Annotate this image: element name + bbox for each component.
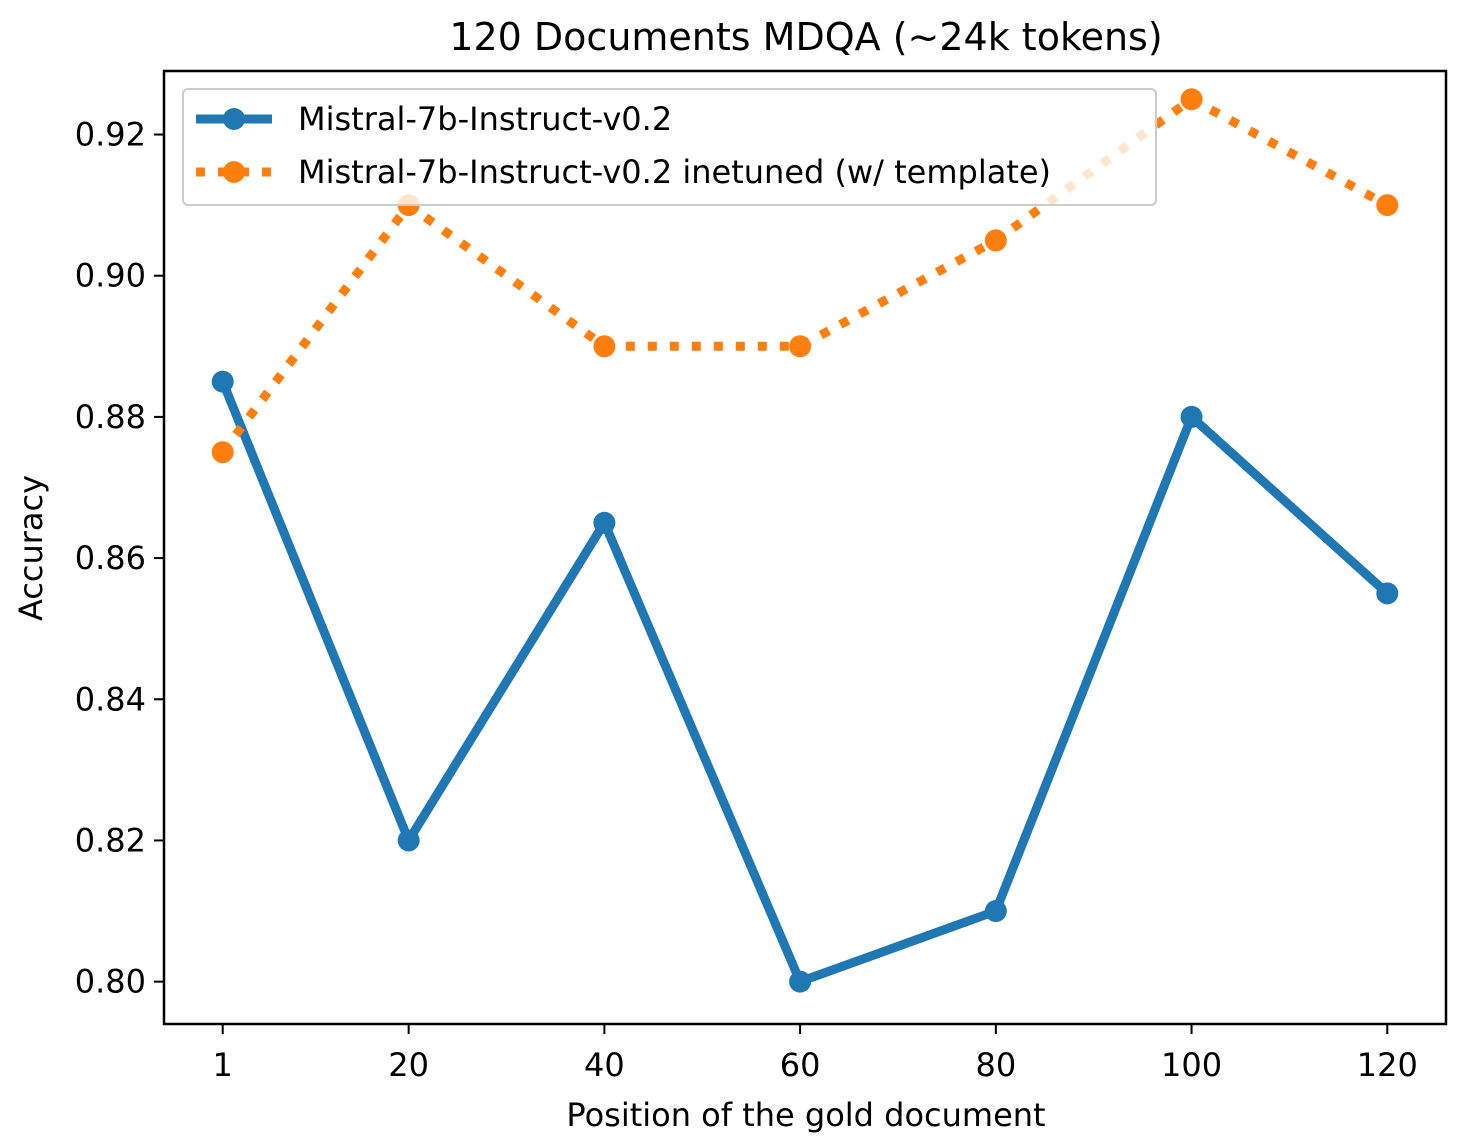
series-line-0 [218, 377, 1392, 987]
y-tick-label: 0.90 [75, 257, 146, 295]
y-tick-label: 0.86 [75, 539, 146, 577]
x-tick-label: 1 [213, 1046, 233, 1084]
series-0-point [1180, 405, 1203, 428]
y-tick-label: 0.88 [75, 398, 146, 436]
y-tick-label: 0.80 [75, 963, 146, 1001]
legend-label-1: Mistral-7b-Instruct-v0.2 inetuned (w/ te… [298, 153, 1051, 191]
legend-entry-1: Mistral-7b-Instruct-v0.2 inetuned (w/ te… [196, 153, 1051, 191]
series-0-point [593, 511, 616, 534]
x-tick-label: 100 [1161, 1046, 1222, 1084]
plot-lines [218, 94, 1392, 987]
series-0-point [984, 900, 1007, 923]
legend-marker-0 [223, 108, 245, 130]
plot-frame [162, 69, 1448, 1026]
legend-label-0: Mistral-7b-Instruct-v0.2 [298, 100, 672, 138]
x-tick-label: 120 [1357, 1046, 1418, 1084]
y-tick-label: 0.92 [75, 116, 146, 154]
x-axis-title: Position of the gold document [566, 1096, 1045, 1134]
legend-box [182, 88, 1157, 206]
series-1-point [593, 335, 616, 358]
x-tick-label: 60 [780, 1046, 821, 1084]
legend: Mistral-7b-Instruct-v0.2 Mistral-7b-Inst… [182, 88, 1157, 206]
x-tick-label: 80 [975, 1046, 1016, 1084]
y-tick-label: 0.82 [75, 821, 146, 859]
x-tick-label: 20 [388, 1046, 429, 1084]
x-axis: 1 20 40 60 80 100 120 [213, 1024, 1418, 1084]
series-1-point [984, 229, 1007, 252]
chart-title: 120 Documents MDQA (~24k tokens) [449, 15, 1162, 59]
series-1-point [211, 441, 234, 464]
legend-entry-0: Mistral-7b-Instruct-v0.2 [196, 100, 672, 138]
y-axis: 0.80 0.82 0.84 0.86 0.88 0.90 0.92 [75, 116, 164, 1001]
legend-marker-1 [223, 161, 245, 183]
series-1-point [1376, 194, 1399, 217]
x-tick-label: 40 [584, 1046, 625, 1084]
series-0-point [211, 370, 234, 393]
series-0-point [789, 970, 812, 993]
y-tick-label: 0.84 [75, 680, 146, 718]
series-1-point [789, 335, 812, 358]
series-0-point [1376, 582, 1399, 605]
series-1-point [1180, 88, 1203, 111]
series-0-point [397, 829, 420, 852]
plot-markers [211, 88, 1399, 993]
y-axis-title: Accuracy [12, 475, 50, 621]
